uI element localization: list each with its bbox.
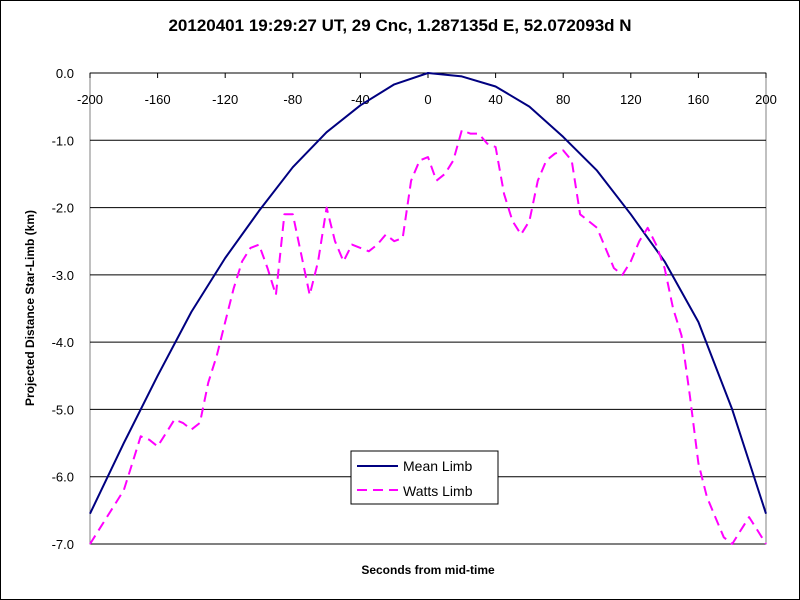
series-line-watts-limb (89, 129, 767, 545)
x-tick-label: -120 (212, 92, 238, 107)
x-tick-label: 160 (688, 92, 710, 107)
legend: Mean Limb Watts Limb (350, 450, 499, 505)
x-tick-label: -200 (77, 92, 103, 107)
x-tick-labels: -200 -160 -120 -80 -40 0 40 80 120 160 200 (77, 73, 777, 107)
y-tick-label: 0.0 (56, 66, 74, 81)
x-tick-label: -80 (283, 92, 302, 107)
y-tick-label: -6.0 (52, 470, 74, 485)
legend-label-watts-limb: Watts Limb (403, 483, 473, 499)
series-layer (89, 72, 767, 545)
y-tick-label: -3.0 (52, 268, 74, 283)
series-line-mean-limb (89, 72, 767, 515)
x-tick-label: 200 (755, 92, 777, 107)
y-tick-label: -2.0 (52, 201, 74, 216)
x-axis-title: Seconds from mid-time (361, 563, 495, 577)
chart-title: 20120401 19:29:27 UT, 29 Cnc, 1.287135d … (168, 16, 632, 35)
y-tick-labels: 0.0 -1.0 -2.0 -3.0 -4.0 -5.0 -6.0 -7.0 (52, 66, 74, 552)
y-tick-label: -4.0 (52, 335, 74, 350)
x-tick-label: 80 (556, 92, 570, 107)
x-tick-label: 0 (424, 92, 431, 107)
y-tick-label: -1.0 (52, 133, 74, 148)
y-tick-label: -7.0 (52, 537, 74, 552)
legend-label-mean-limb: Mean Limb (403, 458, 472, 474)
x-tick-label: 120 (620, 92, 642, 107)
x-tick-label: -160 (145, 92, 171, 107)
y-tick-label: -5.0 (52, 402, 74, 417)
legend-box (350, 450, 499, 505)
x-tick-label: 40 (488, 92, 502, 107)
